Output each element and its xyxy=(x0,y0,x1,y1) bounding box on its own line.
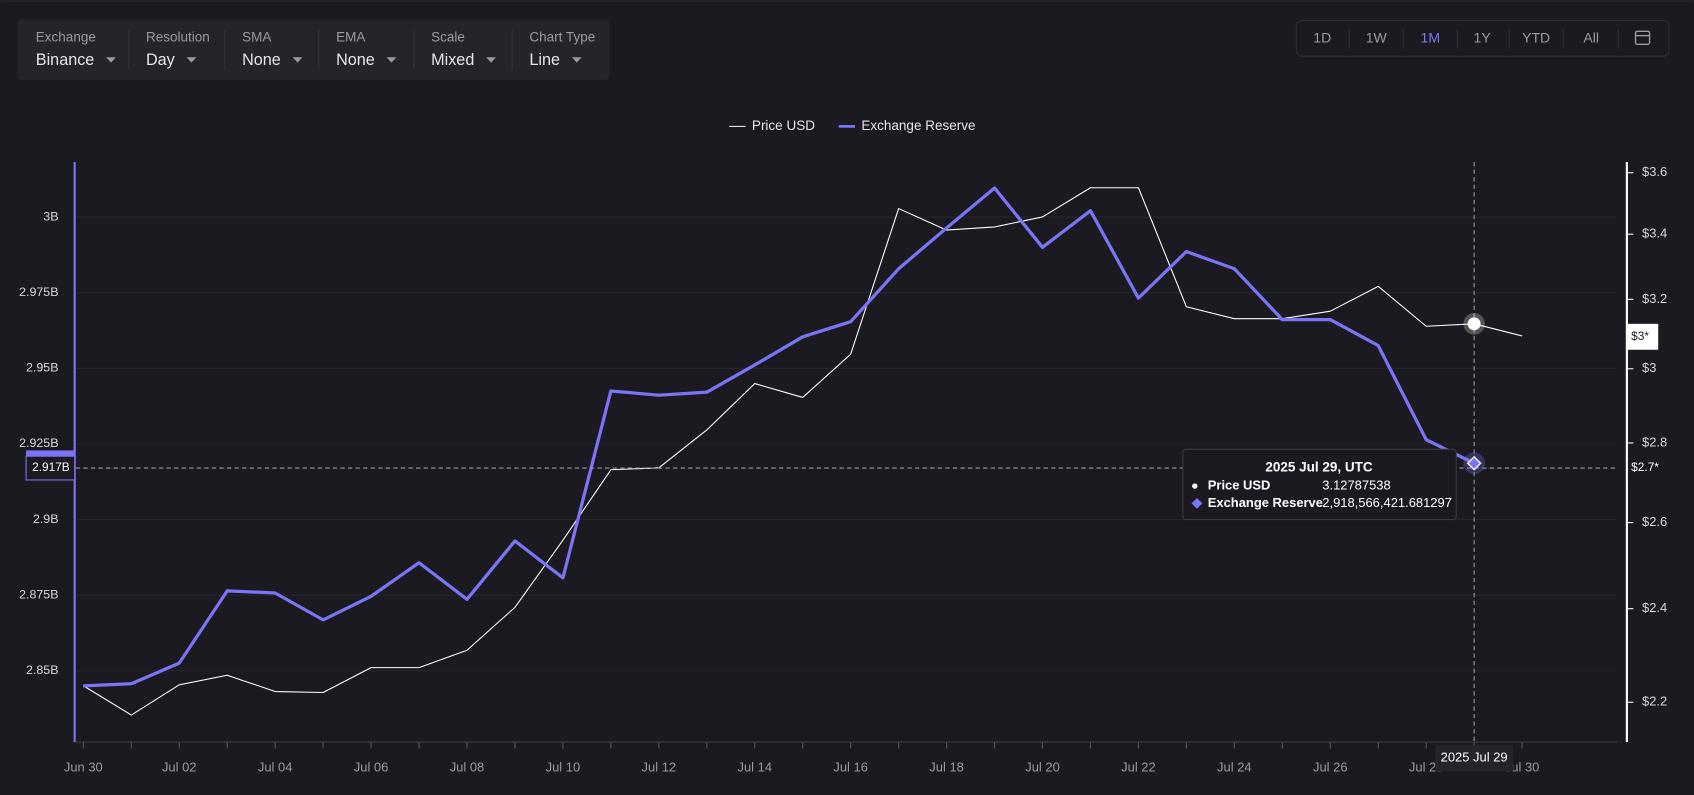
toolbar xyxy=(17,19,610,80)
x-tick-label: Jul 16 xyxy=(833,759,868,774)
dropdown-value: Day xyxy=(146,51,176,69)
tooltip-name: Exchange Reserve xyxy=(1208,495,1323,510)
calendar-body xyxy=(1634,30,1651,45)
dropdown[interactable]: SMA None xyxy=(242,29,303,69)
legend-label: Exchange Reserve xyxy=(861,118,975,133)
dropdown-label: SMA xyxy=(242,29,271,44)
dropdown-arrow xyxy=(292,57,303,63)
x-tick-label: Jun 30 xyxy=(64,759,103,774)
y2-tick-label: $3 xyxy=(1642,360,1656,375)
tooltip-value: 3.12787538 xyxy=(1322,477,1390,492)
dropdown-arrow xyxy=(386,57,397,63)
dropdown[interactable]: Scale Mixed xyxy=(431,29,496,69)
crosshair-x-box xyxy=(1435,745,1514,772)
dropdown-arrow xyxy=(571,57,582,63)
dropdown-arrow xyxy=(486,57,496,63)
range-button[interactable]: YTD xyxy=(1522,30,1550,46)
dropdown-arrow xyxy=(186,57,197,63)
hover-point xyxy=(1467,317,1481,331)
dropdown-label: Exchange xyxy=(36,29,96,44)
tooltip xyxy=(1182,448,1457,521)
hover-point xyxy=(1466,455,1482,471)
range-bar xyxy=(1295,19,1670,57)
range-button[interactable]: All xyxy=(1583,30,1599,46)
dropdown[interactable]: Chart Type Line xyxy=(529,29,595,68)
y-tick-label: 3B xyxy=(43,209,58,223)
tooltip-name: Price USD xyxy=(1208,477,1271,492)
tooltip-title: 2025 Jul 29, UTC xyxy=(1265,459,1373,474)
x-tick-label: Jul 04 xyxy=(258,759,293,774)
dropdown[interactable]: Resolution Day xyxy=(146,29,210,68)
crosshair-y2-box xyxy=(1627,323,1659,350)
x-tick-label: Jul 02 xyxy=(162,759,197,774)
x-tick-label: Jul 08 xyxy=(450,759,485,774)
tooltip-swatch xyxy=(1191,497,1203,509)
x-tick-label: Jul 28 xyxy=(1409,759,1444,774)
y2-tick-label: $3.4 xyxy=(1642,226,1667,241)
series-line xyxy=(83,186,1475,688)
y-tick-label: 2.9B xyxy=(33,512,59,526)
x-tick-label: Jul 22 xyxy=(1121,759,1156,774)
y-tick-label: 2.975B xyxy=(19,285,58,299)
tooltip-value: 2,918,566,421.681297 xyxy=(1322,495,1452,510)
x-tick-label: Jul 18 xyxy=(929,759,964,774)
x-tick-label: Jul 06 xyxy=(354,759,389,774)
x-tick-label: Jul 10 xyxy=(546,759,581,774)
dropdown-arrow xyxy=(106,57,116,63)
x-tick-label: Jul 26 xyxy=(1313,759,1348,774)
dropdown-value: Mixed xyxy=(431,51,474,69)
dropdown-label: Scale xyxy=(431,29,465,44)
dropdown-value: None xyxy=(336,51,375,69)
dropdown-value: Binance xyxy=(36,51,95,69)
tooltip-swatch xyxy=(1192,483,1198,489)
crosshair-y2-label: $3* xyxy=(1631,329,1649,343)
dropdown-label: EMA xyxy=(336,29,365,44)
crosshair-y2-label: $2.7* xyxy=(1631,460,1659,474)
crosshair-y2-box xyxy=(1627,455,1659,482)
range-button[interactable]: 1D xyxy=(1313,30,1331,46)
legend-label: Price USD xyxy=(752,118,815,133)
y-tick-label: 2.85B xyxy=(26,663,58,677)
range-button[interactable]: 1Y xyxy=(1474,30,1492,46)
dropdown-label: Resolution xyxy=(146,29,210,44)
range-button[interactable]: 1M xyxy=(1421,30,1441,46)
calendar-icon[interactable] xyxy=(1634,30,1651,45)
dropdown[interactable]: EMA None xyxy=(336,29,397,69)
crosshair-y-box xyxy=(25,455,76,481)
y2-tick-label: $2.2 xyxy=(1642,694,1667,709)
range-button[interactable]: 1W xyxy=(1366,30,1388,46)
dropdown-label: Chart Type xyxy=(529,29,595,44)
reserve-highlight xyxy=(26,450,75,457)
crosshair-x-label: 2025 Jul 29 xyxy=(1441,750,1508,765)
x-tick-label: Jul 30 xyxy=(1505,759,1540,774)
x-tick-label: Jul 12 xyxy=(642,759,677,774)
dropdown-value: Line xyxy=(529,51,560,69)
x-tick-label: Jul 24 xyxy=(1217,759,1252,774)
y2-tick-label: $3.2 xyxy=(1642,291,1667,306)
y2-tick-label: $2.6 xyxy=(1642,514,1667,529)
y-tick-label: 2.875B xyxy=(19,587,58,601)
y-tick-label: 2.925B xyxy=(19,436,58,450)
dropdown[interactable]: Exchange Binance xyxy=(36,29,116,69)
y2-tick-label: $3.6 xyxy=(1642,164,1667,179)
y2-tick-label: $2.8 xyxy=(1642,434,1667,449)
y-tick-label: 2.95B xyxy=(26,361,58,375)
x-tick-label: Jul 14 xyxy=(737,759,772,774)
dropdown-value: None xyxy=(242,51,281,69)
y2-tick-label: $2.4 xyxy=(1642,600,1667,615)
x-tick-label: Jul 20 xyxy=(1025,759,1060,774)
crosshair-y-label: 2.917B xyxy=(32,460,70,474)
